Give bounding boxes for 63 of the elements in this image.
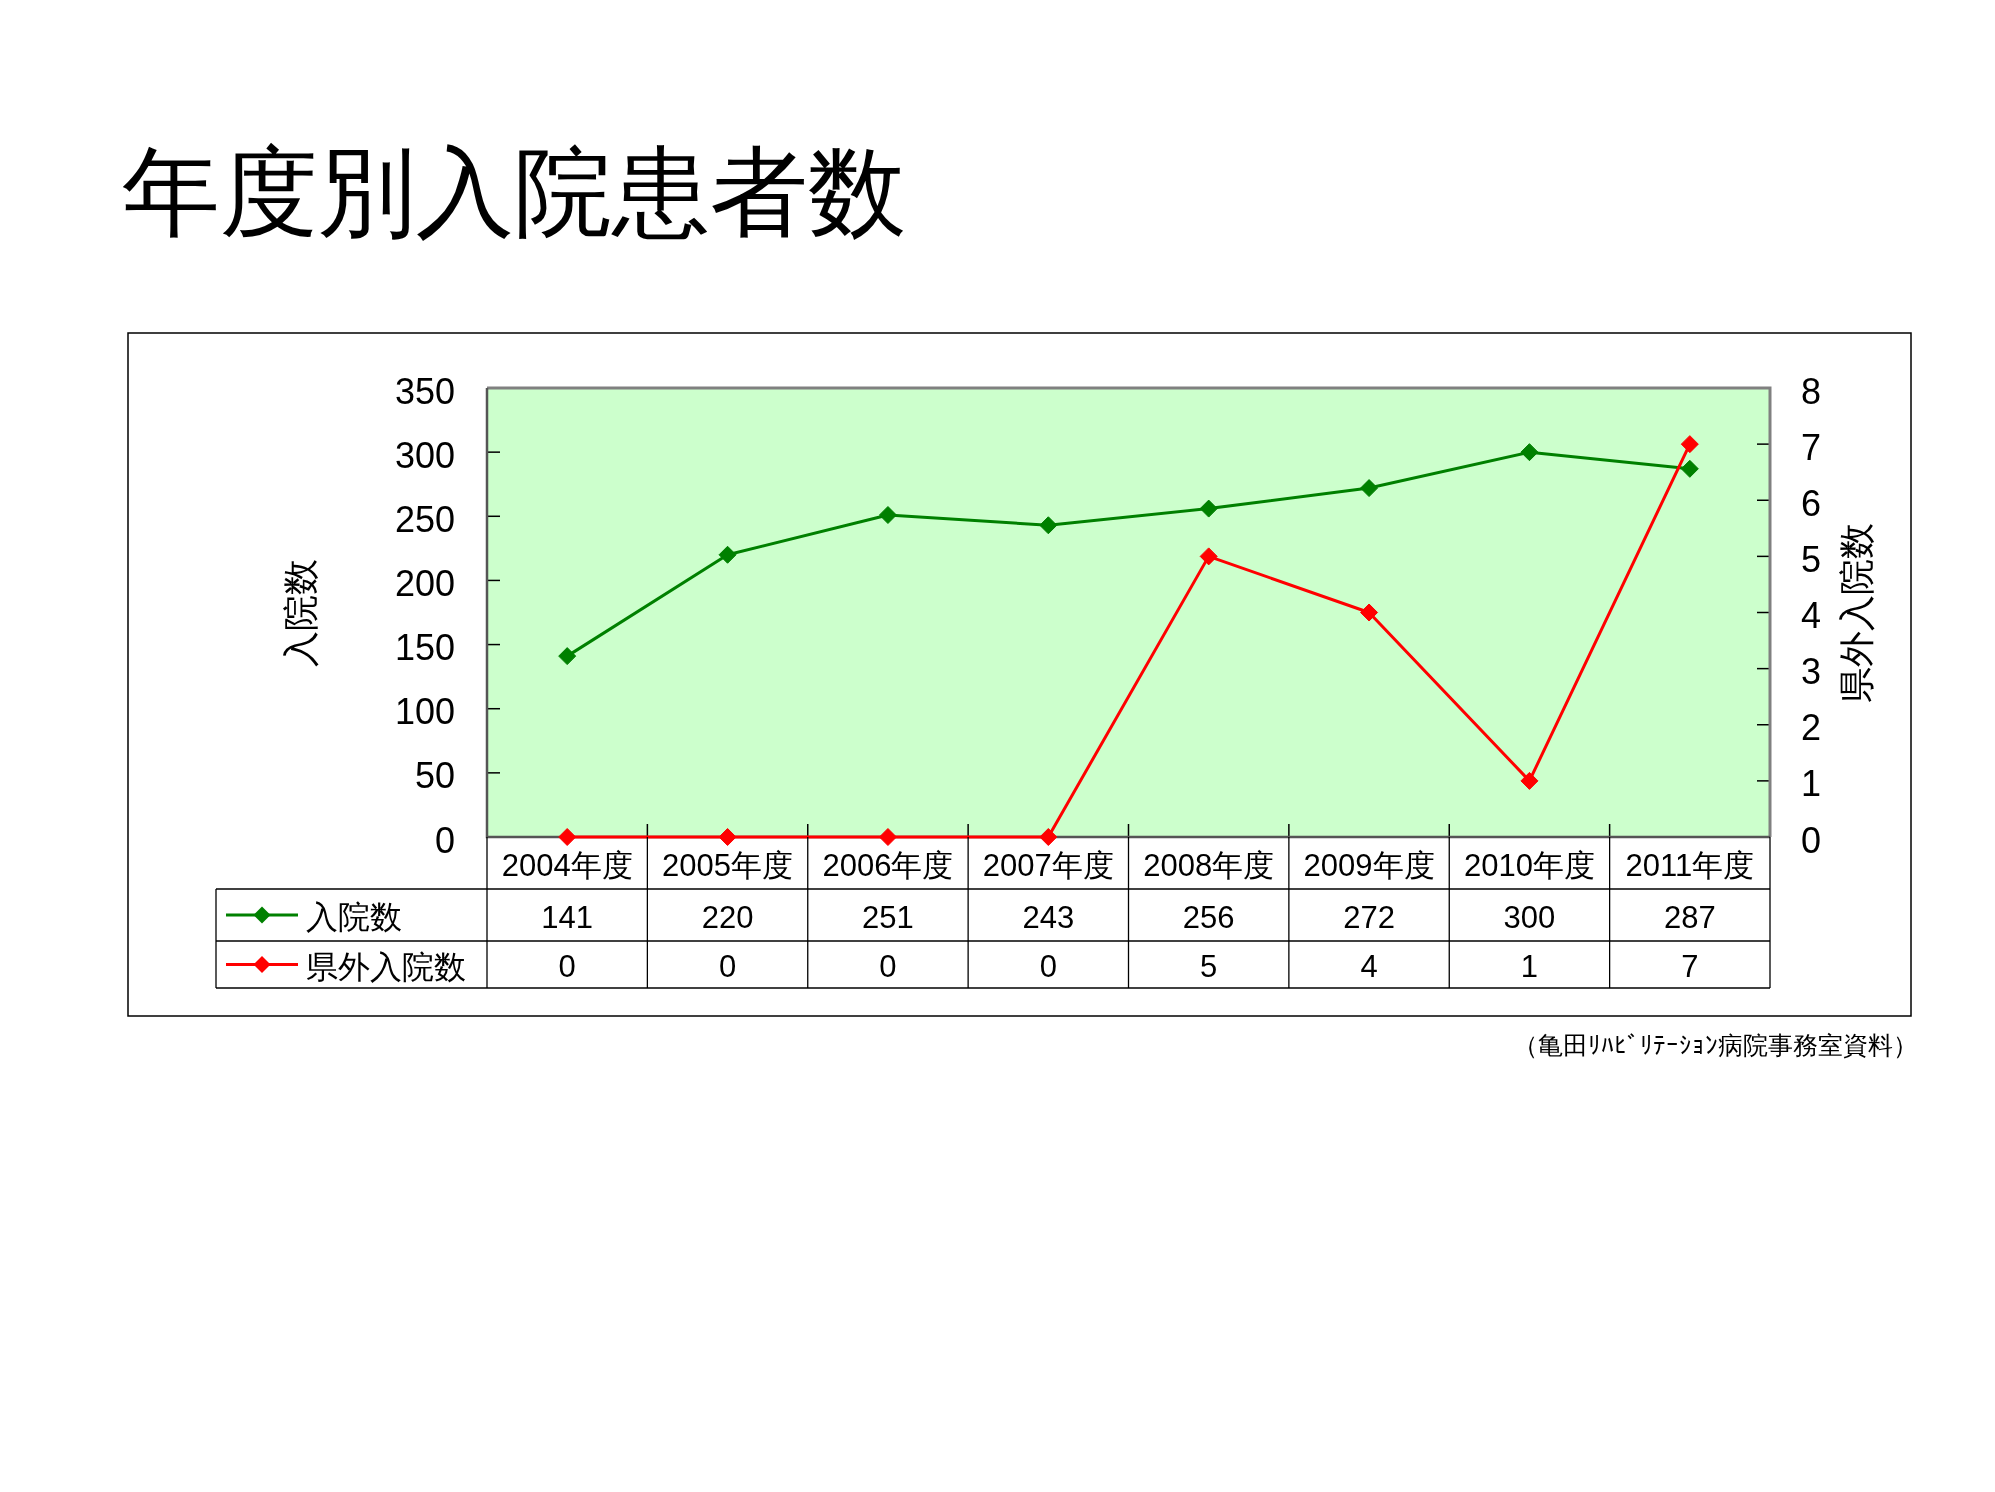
y-tick-label: 50 [414, 755, 455, 797]
x-tick-label: 2008年度 [1143, 847, 1275, 883]
x-tick-label: 2011年度 [1625, 847, 1755, 883]
y2-tick-label: 7 [1800, 426, 1822, 468]
y-tick-label: 250 [394, 498, 455, 540]
x-tick-label: 2010年度 [1463, 847, 1595, 883]
point [1360, 479, 1379, 498]
data-label: 141 [541, 899, 594, 935]
data-label: 287 [1663, 899, 1716, 935]
data-label: 5 [1200, 949, 1218, 984]
data-label: 0 [1039, 949, 1057, 984]
x-tick-label: 2009年度 [1303, 847, 1435, 883]
data-label: 7 [1681, 949, 1699, 984]
x-tick-label: 2005年度 [662, 847, 794, 883]
y2-tick-label: 0 [1800, 819, 1822, 861]
point [718, 545, 737, 564]
legend-label: 県外入院数 [306, 948, 466, 985]
data-label: 4 [1360, 949, 1378, 984]
data-label: 256 [1182, 899, 1235, 935]
y-tick-label: 300 [394, 434, 455, 476]
y-tick-label: 0 [434, 819, 455, 861]
data-label: 243 [1022, 899, 1075, 935]
y-tick-label: 200 [394, 562, 455, 604]
y2-tick-label: 2 [1800, 707, 1822, 749]
point [878, 506, 897, 524]
point [558, 647, 577, 666]
text: （亀田ﾘﾊﾋﾞﾘﾃｰｼｮﾝ病院事務室資料） [1513, 1031, 1918, 1059]
data-label: 0 [879, 949, 897, 984]
point [558, 828, 577, 846]
x-tick-label: 2004年度 [501, 847, 633, 883]
data-label: 251 [862, 899, 914, 935]
point [1520, 771, 1539, 790]
point [1039, 516, 1058, 535]
y-axis-title: 入院数 [279, 558, 321, 667]
data-label: 0 [718, 949, 737, 984]
data-label: 0 [558, 949, 576, 984]
y2-tick-label: 4 [1800, 595, 1822, 636]
point [1520, 443, 1539, 462]
y-tick-label: 100 [394, 691, 455, 733]
y2-tick-label: 1 [1800, 763, 1822, 805]
y2-axis-title: 県外入院数 [1835, 522, 1877, 703]
y2-tick-label: 8 [1800, 370, 1822, 412]
point [1199, 499, 1218, 518]
point [1360, 603, 1379, 622]
point [878, 828, 897, 846]
data-label: 272 [1343, 899, 1395, 935]
point [1199, 547, 1218, 566]
point [1039, 828, 1058, 846]
y2-tick-label: 5 [1800, 538, 1822, 580]
point [718, 828, 737, 846]
data-label: 220 [701, 899, 754, 935]
x-tick-label: 2007年度 [982, 847, 1114, 883]
point [1680, 435, 1699, 454]
y2-tick-label: 6 [1800, 482, 1822, 524]
y-tick-label: 350 [394, 370, 455, 412]
data-label: 1 [1520, 949, 1539, 984]
legend-label: 入院数 [306, 899, 402, 935]
data-label: 300 [1503, 899, 1556, 935]
point [1680, 459, 1699, 478]
chart-title: 年度別入院患者数 [122, 137, 906, 247]
y-tick-label: 150 [394, 627, 455, 669]
y2-tick-label: 3 [1800, 651, 1822, 693]
x-tick-label: 2006年度 [822, 847, 954, 883]
